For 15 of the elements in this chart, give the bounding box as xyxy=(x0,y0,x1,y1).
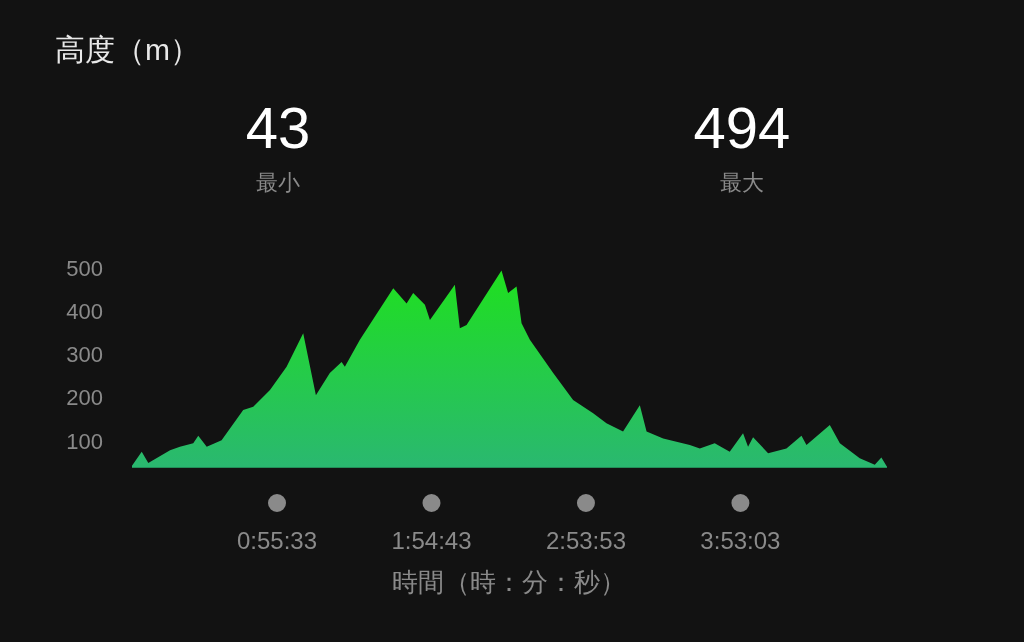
text: 494 xyxy=(693,95,791,160)
x-tick-label: 3:53:03 xyxy=(700,527,781,554)
x-tick-label: 0:55:33 xyxy=(236,527,318,554)
text: 最小 xyxy=(256,170,300,195)
y-tick-label: 400 xyxy=(66,298,103,324)
chart-title: 高度（m） xyxy=(55,33,200,66)
y-tick-label: 300 xyxy=(66,342,103,368)
y-tick-label: 200 xyxy=(66,385,103,411)
y-tick-label: 500 xyxy=(66,255,103,281)
y-tick-label: 100 xyxy=(66,428,103,454)
text: 最大 xyxy=(720,170,764,195)
x-axis-title: 時間（時：分：秒） xyxy=(392,567,626,597)
text: 43 xyxy=(245,95,311,160)
x-tick-label: 2:53:53 xyxy=(545,527,626,554)
x-tick-label: 1:54:43 xyxy=(391,527,472,554)
